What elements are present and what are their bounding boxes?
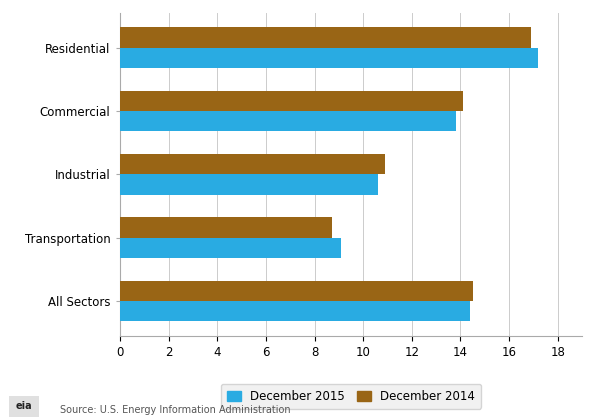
Legend: December 2015, December 2014: December 2015, December 2014 — [221, 384, 481, 409]
Bar — [120, 111, 455, 131]
Bar — [120, 281, 473, 301]
Bar — [120, 47, 538, 68]
Bar — [120, 91, 463, 111]
Bar — [120, 27, 531, 47]
Bar — [120, 154, 385, 174]
Bar — [120, 238, 341, 258]
Bar — [120, 218, 332, 238]
Text: eia: eia — [16, 401, 32, 411]
Text: Source: U.S. Energy Information Administration: Source: U.S. Energy Information Administ… — [60, 405, 290, 415]
Bar — [120, 174, 378, 194]
Bar — [120, 301, 470, 321]
